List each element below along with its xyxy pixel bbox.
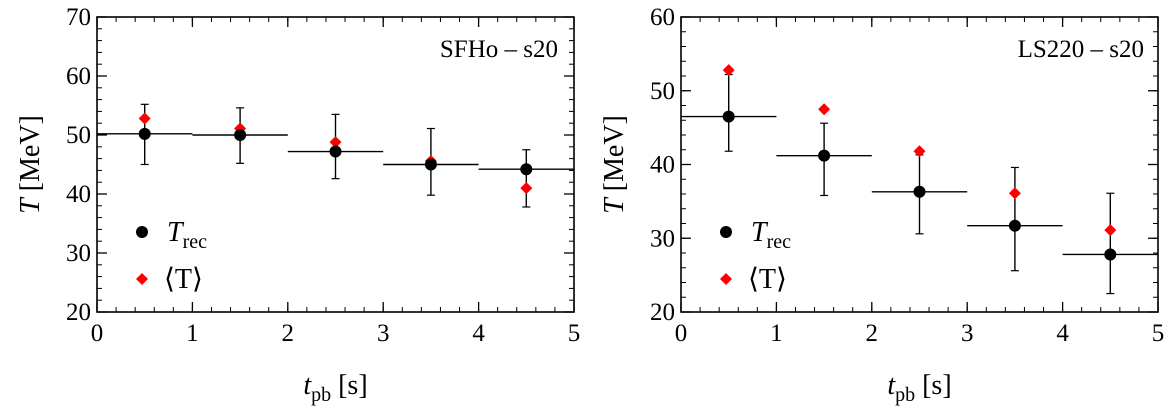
legend-marker-diamond [720,273,732,285]
y-tick-label: 20 [66,299,91,326]
reconstructed-temperature-point [1104,248,1117,261]
x-tick-label: 4 [472,320,485,347]
mean-temperature-point [913,145,926,158]
x-axis-label: tpb [s] [887,370,951,406]
x-tick-label: 5 [1152,320,1165,347]
reconstructed-temperature-point [138,127,151,140]
reconstructed-temperature-point [1008,219,1021,232]
y-tick-label: 20 [650,299,675,326]
y-tick-label: 30 [66,240,91,267]
x-tick-label: 0 [91,320,104,347]
mean-temperature-point [329,136,342,149]
legend-marker-circle [136,226,148,238]
mean-temperature-point [138,112,151,125]
y-axis-label: T [MeV] [15,115,46,214]
y-tick-label: 60 [66,63,91,90]
x-tick-label: 2 [866,320,879,347]
mean-temperature-point [1104,224,1117,237]
x-tick-label: 1 [186,320,199,347]
x-tick-label: 2 [282,320,295,347]
reconstructed-temperature-point [913,185,926,198]
legend-label-trec: Trec [167,217,207,253]
y-tick-label: 60 [650,4,675,31]
reconstructed-temperature-point [818,149,831,162]
legend-label-trec: Trec [751,217,791,253]
legend: Trec ⟨T⟩ [720,217,791,295]
legend: Trec ⟨T⟩ [136,217,207,295]
reconstructed-temperature-point [520,163,533,176]
x-tick-label: 3 [961,320,974,347]
mean-temperature-point [520,182,533,195]
y-axis-label: T [MeV] [599,115,630,214]
panel-annotation: SFHo – s20 [440,36,558,63]
reconstructed-temperature-point [234,129,247,141]
plot-frame [96,16,575,313]
mean-temperature-point [722,64,735,77]
legend-label-mean-t: ⟨T⟩ [164,264,203,295]
legend-marker-diamond [136,273,148,285]
legend-marker-circle [720,226,732,238]
reconstructed-temperature-point [722,110,735,123]
x-tick-label: 0 [675,320,688,347]
x-axis-label: tpb [s] [303,370,367,406]
y-tick-label: 50 [650,78,675,105]
x-tick-label: 5 [568,320,581,347]
x-tick-label: 1 [770,320,783,347]
panel-sfho-s20: 0 1 2 3 4 5 20 30 40 50 60 70 tpb [s] T [MeV] SFHo – s… [15,4,580,406]
reconstructed-temperature-point [329,145,342,158]
mean-temperature-point [1008,187,1021,200]
x-tick-label: 3 [377,320,390,347]
y-tick-label: 50 [66,122,91,149]
mean-temperature-point [818,103,831,116]
y-tick-label: 30 [650,225,675,252]
legend-label-mean-t: ⟨T⟩ [748,264,787,295]
x-tick-label: 4 [1056,320,1069,347]
reconstructed-temperature-point [424,158,437,171]
y-tick-label: 40 [650,152,675,179]
panel-annotation: LS220 – s20 [1018,36,1144,63]
y-tick-label: 70 [66,4,91,31]
panel-ls220-s20: 0 1 2 3 4 5 20 30 40 50 60 tpb [s] T [MeV] LS220 – s2… [599,4,1164,406]
y-tick-label: 40 [66,181,91,208]
